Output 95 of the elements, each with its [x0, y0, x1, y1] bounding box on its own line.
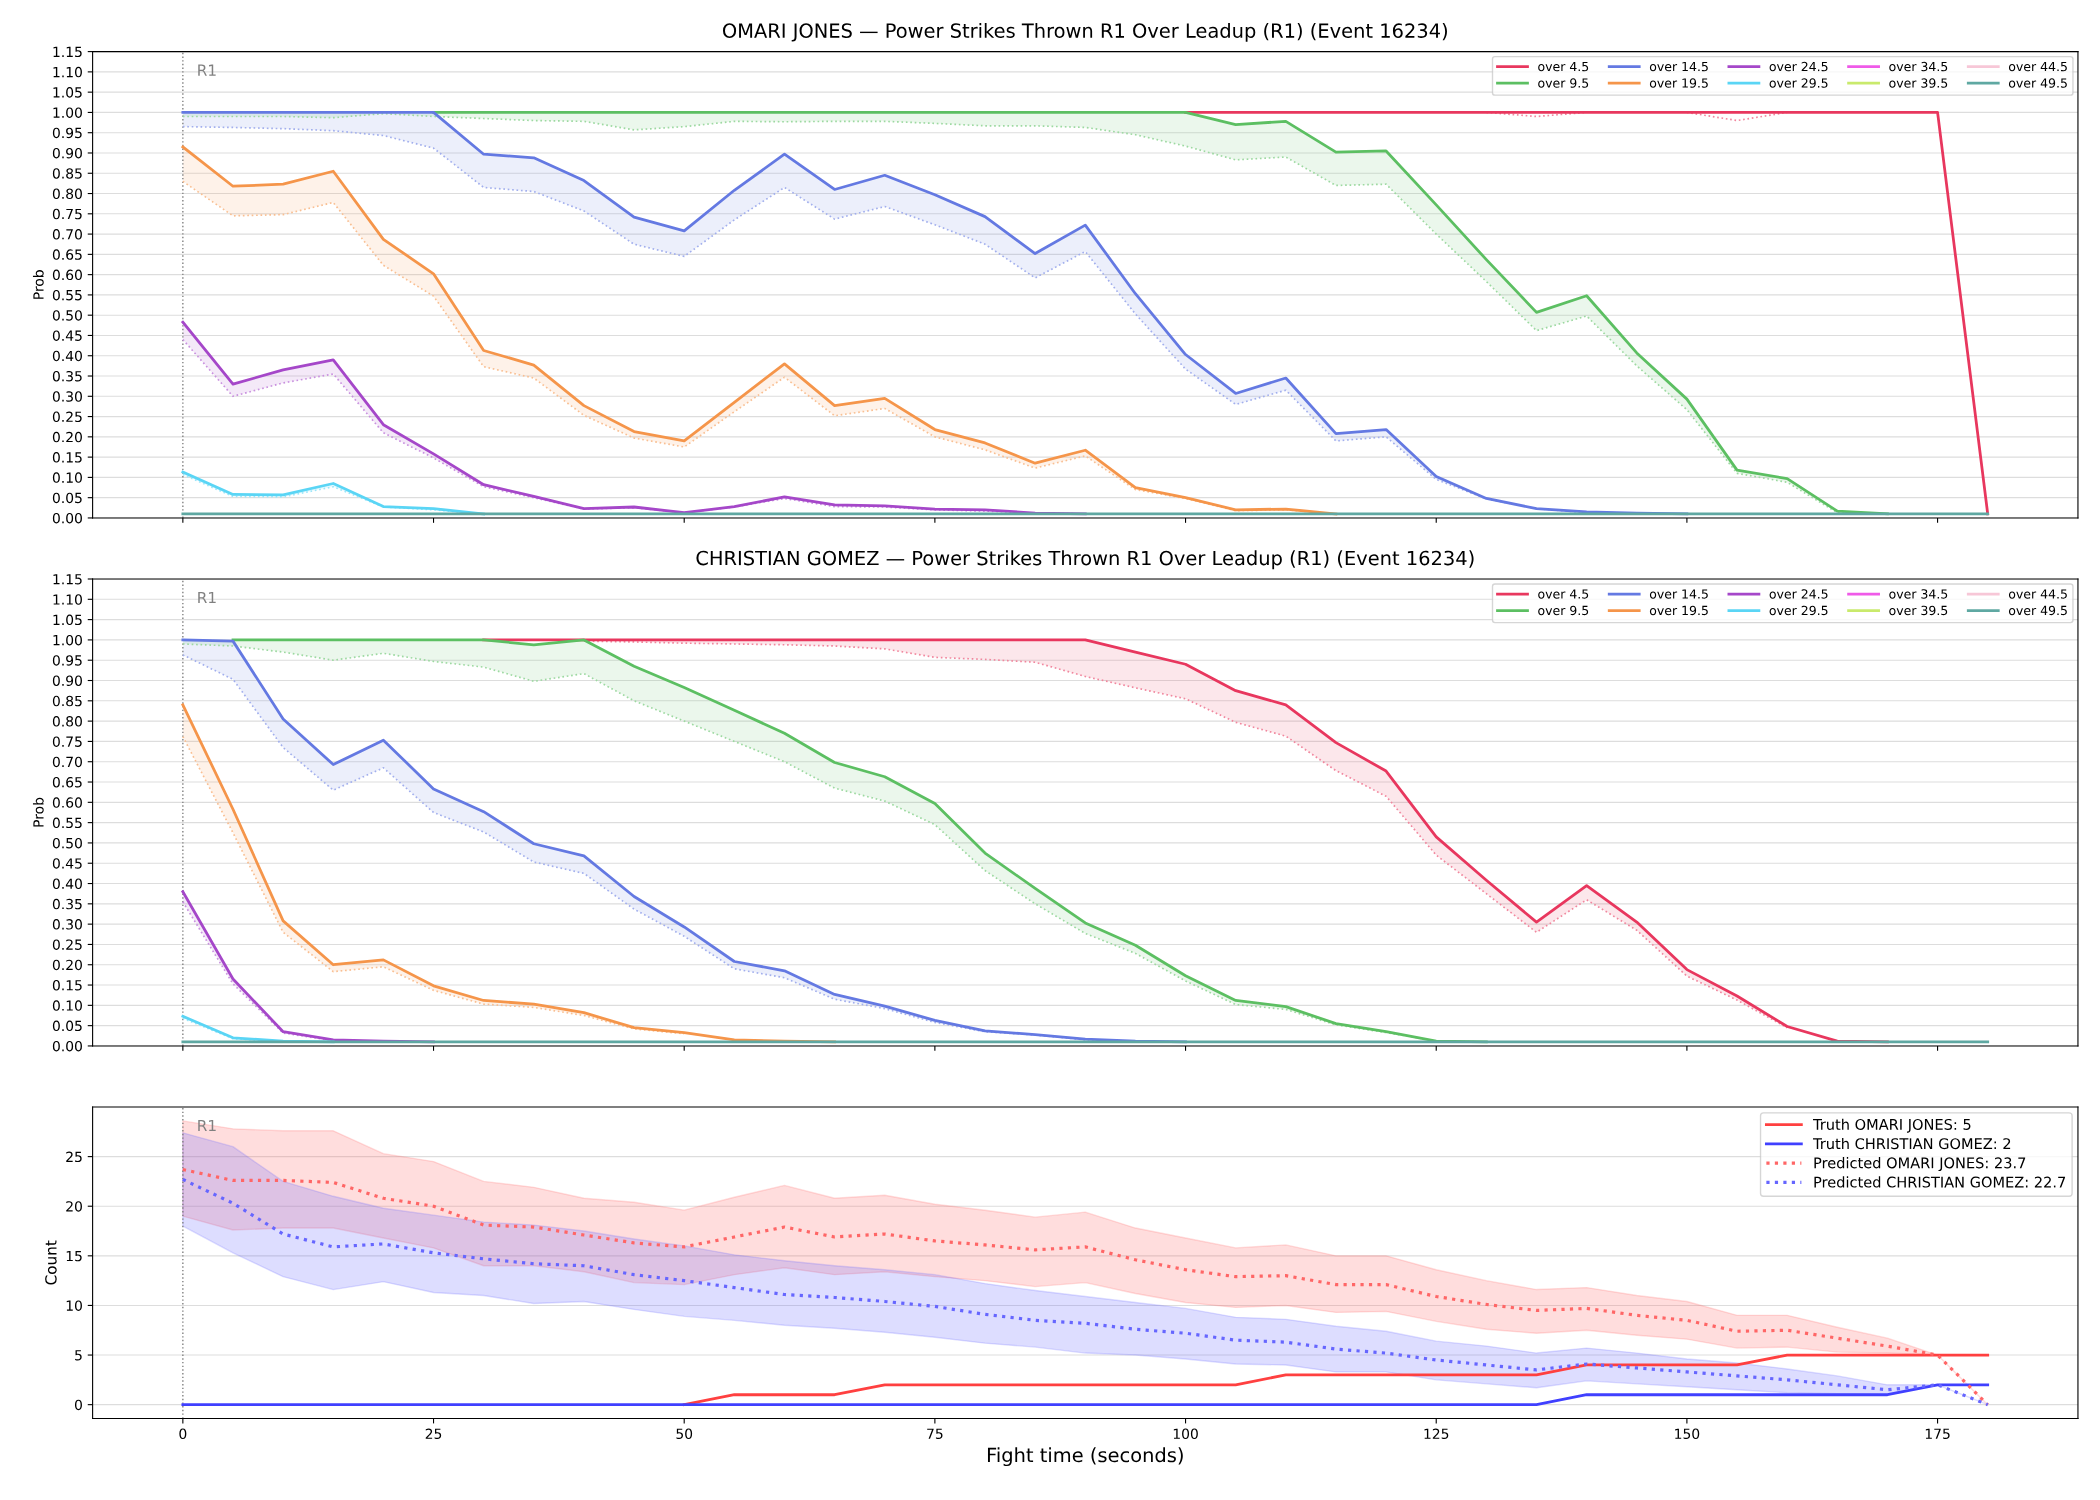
y-tick-label: 0.90	[52, 147, 82, 159]
x-tick-label: 25	[425, 1428, 442, 1440]
y-tick-label: 5	[75, 1350, 82, 1361]
y-tick-label: 0.20	[52, 431, 82, 443]
ref-line-label: R1	[198, 591, 216, 604]
legend-label: over 39.5	[1889, 78, 1948, 88]
legend-label: over 34.5	[1889, 61, 1948, 72]
legend-label: Truth CHRISTIAN GOMEZ: 2	[1812, 1137, 2011, 1150]
y-tick-label: 0.85	[52, 168, 82, 179]
legend-label: over 44.5	[2008, 61, 2067, 72]
ref-line-label: R1	[198, 1119, 216, 1132]
y-tick-label: 0.90	[52, 675, 82, 686]
y-tick-label: 0.80	[52, 716, 82, 727]
y-tick-label: 1.10	[53, 66, 82, 78]
y-tick-label: 0.30	[52, 391, 82, 402]
x-axis-title: Fight time (seconds)	[987, 1447, 1183, 1467]
y-tick-label: 0.65	[52, 776, 82, 788]
y-tick-label: 0.35	[52, 898, 82, 910]
y-tick-label: 0.10	[52, 1000, 82, 1011]
legend-label: over 39.5	[1889, 605, 1948, 616]
legend-label: over 49.5	[2008, 605, 2067, 616]
y-tick-label: 0.70	[52, 229, 82, 240]
y-tick-label: 0.50	[52, 310, 82, 321]
y-tick-label: 0.55	[52, 289, 82, 301]
y-tick-label: 0.00	[52, 512, 82, 524]
legend-label: over 24.5	[1769, 61, 1828, 72]
x-tick-label: 50	[676, 1428, 693, 1440]
legend-label: over 19.5	[1649, 78, 1708, 88]
legend-label: Predicted OMARI JONES: 23.7	[1814, 1157, 2026, 1172]
legend-label: over 24.5	[1769, 589, 1828, 599]
y-tick-label: 0.85	[52, 695, 82, 707]
y-axis-title: Prob	[32, 270, 44, 299]
y-tick-label: 1.15	[53, 46, 82, 58]
y-tick-label: 0.35	[52, 370, 82, 382]
x-tick-label: 175	[1925, 1428, 1950, 1440]
x-tick-label: 75	[927, 1428, 943, 1440]
y-tick-label: 0.40	[52, 350, 82, 362]
y-tick-label: 10	[66, 1300, 82, 1311]
y-tick-label: 1.00	[53, 107, 82, 118]
y-tick-label: 1.10	[53, 594, 82, 605]
chart-title: CHRISTIAN GOMEZ — Power Strikes Thrown R1 Over Leadup (R1) (Event 16234)	[696, 550, 1474, 570]
ref-line-label: R1	[198, 64, 216, 76]
y-tick-label: 0.75	[52, 736, 82, 747]
y-tick-label: 1.05	[53, 87, 82, 98]
y-tick-label: 0.65	[52, 249, 82, 260]
y-tick-label: 0.70	[52, 756, 82, 768]
y-tick-label: 0.30	[52, 919, 82, 930]
legend-label: Predicted CHRISTIAN GOMEZ: 22.7	[1814, 1176, 2066, 1188]
y-tick-label: 15	[66, 1250, 82, 1262]
y-tick-label: 0.25	[52, 411, 82, 423]
legend-label: over 9.5	[1538, 605, 1589, 616]
y-tick-label: 0.95	[52, 655, 82, 666]
x-tick-label: 0	[179, 1428, 187, 1440]
y-tick-label: 0	[74, 1399, 82, 1411]
chart-title: OMARI JONES — Power Strikes Thrown R1 Over Leadup (R1) (Event 16234)	[722, 22, 1447, 42]
legend-label: over 44.5	[2008, 589, 2067, 599]
y-tick-label: 0.00	[52, 1040, 82, 1052]
y-tick-label: 0.10	[52, 472, 82, 483]
y-tick-label: 0.15	[52, 980, 82, 991]
y-tick-label: 0.55	[52, 817, 82, 829]
legend-label: over 49.5	[2008, 78, 2067, 88]
legend-label: over 9.5	[1538, 78, 1589, 88]
y-axis-title: Prob	[32, 797, 44, 827]
legend-label: over 34.5	[1889, 589, 1948, 599]
x-tick-label: 125	[1424, 1428, 1449, 1440]
y-tick-label: 0.45	[52, 330, 82, 341]
y-tick-label: 0.20	[52, 959, 82, 971]
y-tick-label: 1.00	[53, 634, 82, 646]
y-tick-label: 1.05	[53, 614, 82, 626]
y-tick-label: 0.05	[52, 1020, 82, 1032]
legend-label: over 29.5	[1769, 605, 1828, 616]
y-tick-label: 0.05	[52, 492, 82, 504]
legend-label: over 14.5	[1649, 589, 1708, 599]
legend-label: over 29.5	[1769, 78, 1828, 88]
y-axis-title: Count	[45, 1240, 57, 1285]
legend-label: over 4.5	[1538, 61, 1589, 72]
y-tick-label: 0.95	[52, 127, 82, 139]
y-tick-label: 0.60	[52, 797, 82, 808]
y-tick-label: 0.50	[52, 837, 82, 849]
y-tick-label: 0.80	[52, 188, 82, 200]
y-tick-label: 0.45	[52, 858, 82, 869]
legend-label: Truth OMARI JONES: 5	[1812, 1118, 1971, 1133]
y-tick-label: 0.15	[52, 452, 82, 463]
y-tick-label: 1.15	[53, 574, 82, 585]
legend-label: over 14.5	[1649, 61, 1708, 72]
y-tick-label: 0.60	[52, 269, 82, 281]
x-tick-label: 150	[1675, 1428, 1700, 1440]
y-tick-label: 0.75	[52, 208, 82, 220]
y-tick-label: 0.25	[52, 939, 82, 950]
y-tick-label: 0.40	[52, 878, 82, 890]
legend-label: over 4.5	[1538, 589, 1589, 599]
x-tick-label: 100	[1173, 1428, 1198, 1440]
y-tick-label: 25	[66, 1151, 82, 1163]
y-tick-label: 20	[66, 1201, 82, 1212]
legend-label: over 19.5	[1649, 605, 1708, 616]
